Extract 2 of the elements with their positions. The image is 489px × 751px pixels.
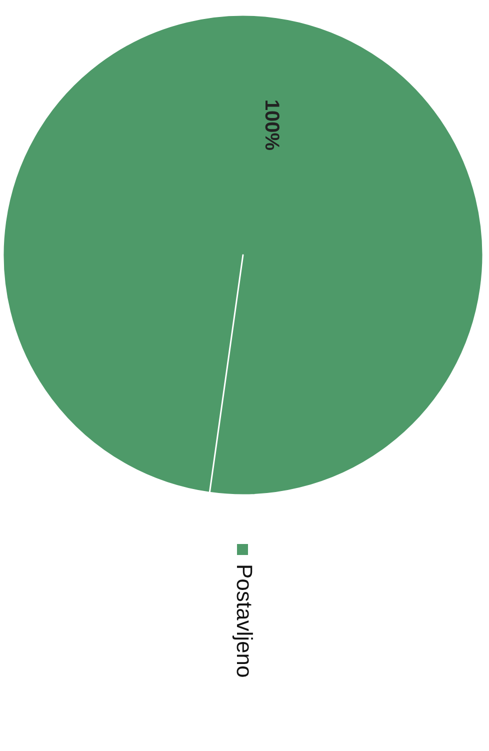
data-label: 100%: [260, 99, 283, 151]
legend-label: Postavljeno: [232, 564, 258, 678]
